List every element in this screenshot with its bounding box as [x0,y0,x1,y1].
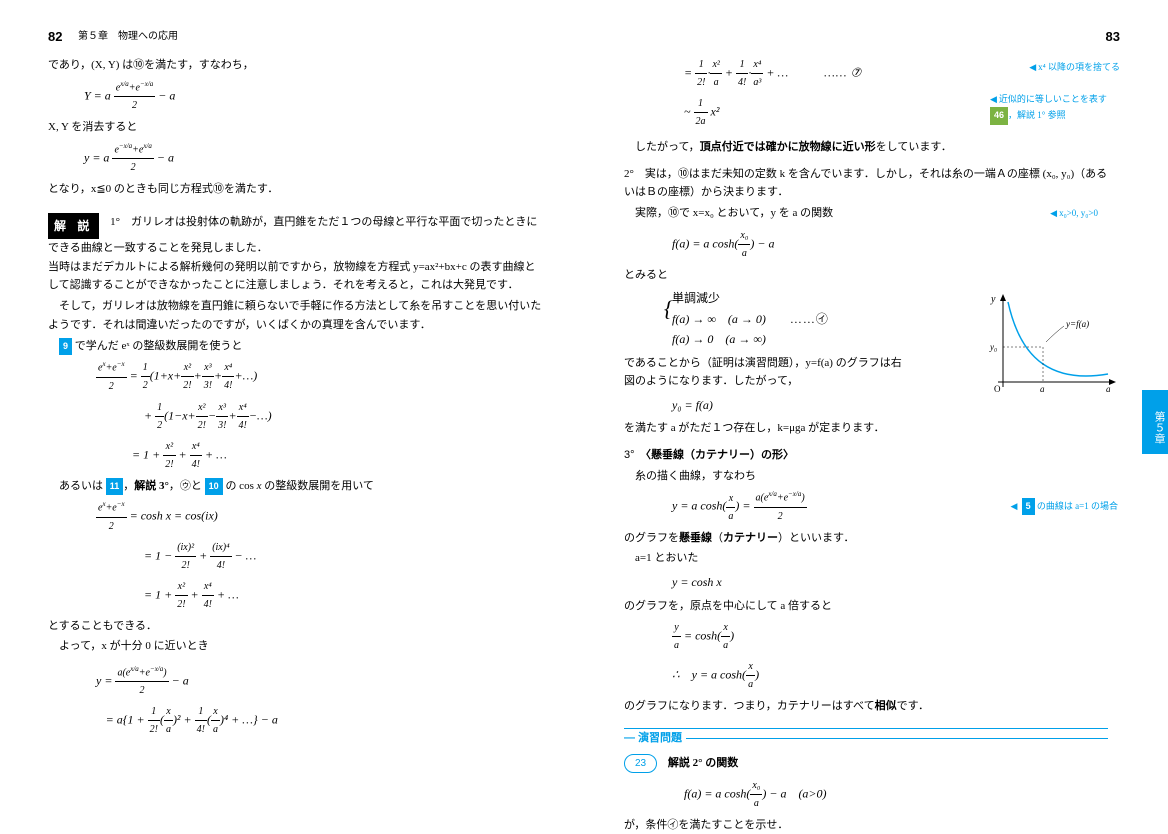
page-right: 83 = 12!·x²a + 14!·x⁴a³ + … …… ⑦ ~ 12a x… [584,0,1168,827]
exercise-header: ― 演習問題 [624,728,1108,748]
equation-series: = 1 − (ix)²2! + (ix)⁴4! − … [144,539,544,574]
para: とすることもできる． [48,617,544,636]
para: 実際，⑩で x=x₀ とおいて，y を a の関数 [624,204,1108,223]
ref-box: 9 [59,338,72,355]
equation: f(a) = a cosh(x₀a) − a [672,227,1108,262]
para: そして，ガリレオは放物線を直円錐に頼らないで手軽に作る方法として糸を吊すことを思… [48,297,544,334]
para: のグラフを，原点を中心にして a 倍すると [624,597,1108,616]
para: よって，x が十分 0 に近いとき [48,637,544,656]
kaisetsu-text: 1° ガリレオは投射体の軌跡が，直円錐をただ１つの母線と平行な平面で切ったときに… [48,216,537,254]
para: とみると [624,266,1108,285]
side-note: ◀ 5 の曲線は a=1 の場合 [1010,498,1118,515]
equation: Y = a ex/a+e−x/a2 − a [84,79,544,114]
page-number-left: 82 [48,26,62,48]
graph-curve-label: y=f(a) [1065,319,1089,329]
para: 当時はまだデカルトによる解析幾何の発明以前ですから，放物線を方程式 y=ax²+… [48,258,544,295]
para: 9 で学んだ eˣ の整級数展開を使うと [48,337,544,356]
kaisetsu-label: 解 説 [48,213,99,239]
graph-xaxis-label: a [1106,384,1111,394]
side-note: ◀x⁴ 以降の項を捨てる [1029,60,1120,75]
ref-box: 5 [1022,498,1035,515]
equation: ∴ y = a cosh(xa) [672,658,1108,693]
ref-box-green: 46 [990,107,1008,124]
sec3-head: 3° 〈懸垂線（カテナリー）の形〉 [624,446,1108,465]
graph-y-label: y [990,294,996,305]
arrow-left-icon: ◀ [990,94,997,104]
para: のグラフを懸垂線（カテナリー）といいます． [624,529,1108,548]
para: したがって，頂点付近では確かに放物線に近い形をしています． [624,138,1108,157]
para: を満たす a がただ１つ存在し，k=μga が定まります． [624,419,924,438]
equation-series: ex+e−x2 = cosh x = cos(ix) [96,499,544,534]
equation-series: ex+e−x2 = 12(1+x+x²2!+x³3!+x⁴4!+…) [96,359,544,394]
page-number-right: 83 [1106,26,1120,48]
equation: ya = cosh(xa) [672,619,1108,654]
page-left: 82 第５章 物理への応用 であり，(X, Y) は⑩を満たす，すなわち， Y … [0,0,584,827]
side-note: ◀x₀>0, y₀>0 [1050,206,1098,221]
equation-series: = 1 + x²2! + x⁴4! + … [132,438,544,473]
graph-a-label: a [1040,384,1045,394]
arrow-left-icon: ◀ [1050,208,1057,218]
arrow-left-icon: ◀ [1029,62,1036,72]
arrow-left-icon: ◀ [1010,501,1017,511]
para: 2° 実は，⑩はまだ未知の定数 k を含んでいます．しかし，それは糸の一端Ａの座… [624,165,1108,202]
para: 糸の描く曲線，すなわち [624,467,1108,486]
side-note: ◀近似的に等しいことを表す 46，解説 1° 参照 [990,92,1120,125]
exercise-line: 23 解説 2° の関数 [624,754,1108,773]
right-content: = 12!·x²a + 14!·x⁴a³ + … …… ⑦ ~ 12a x² ◀… [624,56,1108,834]
para: が，条件㋑を満たすことを示せ． [624,816,1108,834]
graph-y0-label: y₀ [989,342,997,352]
para: のグラフになります．つまり，カテナリーはすべて相似です． [624,697,1108,716]
equation: = a{1 + 12!(xa)² + 14!(xa)⁴ + …} − a [106,703,544,738]
kaisetsu-section: 解 説 1° ガリレオは投射体の軌跡が，直円錐をただ１つの母線と平行な平面で切っ… [48,213,544,258]
chapter-header: 第５章 物理への応用 [78,28,178,45]
equation: y = a e−x/a+ex/a2 − a [84,141,544,176]
text-line: となり，x≦0 のときも同じ方程式⑩を満たす． [48,180,544,199]
equation: y = a(ex/a+e−x/a)2 − a [96,664,544,699]
equation-series: + 12(1−x+x²2!−x³3!+x⁴4!−…) [144,399,544,434]
ref-box: 11 [106,478,124,495]
graph-svg: y y₀ O a a y=f(a) [988,292,1118,402]
left-content: であり，(X, Y) は⑩を満たす，すなわち， Y = a ex/a+e−x/a… [48,56,544,738]
exercise-head: 解説 2° の関数 [668,757,738,769]
para: であることから（証明は演習問題），y=f(a) のグラフは右図のようになります．… [624,354,904,391]
equation-series: = 1 + x²2! + x⁴4! + … [144,578,544,613]
exercise-number: 23 [624,754,657,773]
text-line: X, Y を消去すると [48,118,544,137]
chapter-tab: 第５章 [1142,390,1168,454]
para: a=1 とおいた [624,549,1108,568]
graph-origin-label: O [994,384,1001,394]
ref-box: 10 [205,478,223,495]
equation: f(a) = a cosh(x₀a) − a (a>0) [684,777,1108,812]
equation: y = cosh x [672,572,1108,592]
text: で学んだ eˣ の整級数展開を使うと [75,340,243,352]
text-line: であり，(X, Y) は⑩を満たす，すなわち， [48,56,544,75]
para: あるいは 11，解説 3°，㋒と 10 の cos x の整級数展開を用いて [48,477,544,496]
graph: y y₀ O a a y=f(a) [988,292,1118,402]
